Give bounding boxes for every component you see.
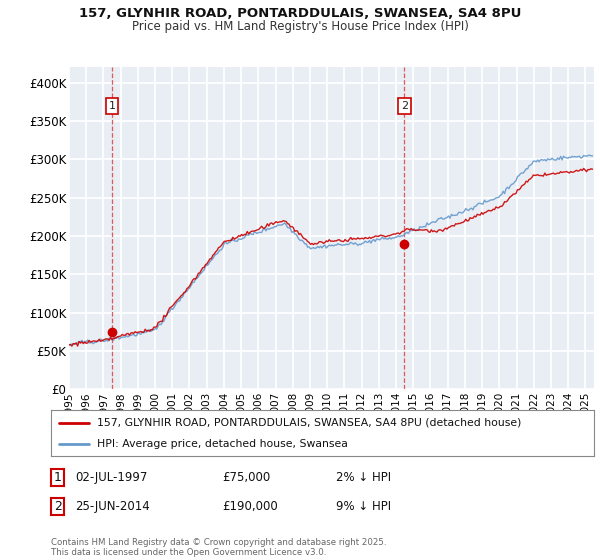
Text: HPI: Average price, detached house, Swansea: HPI: Average price, detached house, Swan… — [97, 439, 348, 449]
Text: 2% ↓ HPI: 2% ↓ HPI — [336, 470, 391, 484]
Text: Price paid vs. HM Land Registry's House Price Index (HPI): Price paid vs. HM Land Registry's House … — [131, 20, 469, 32]
Text: £190,000: £190,000 — [222, 500, 278, 514]
Text: 157, GLYNHIR ROAD, PONTARDDULAIS, SWANSEA, SA4 8PU: 157, GLYNHIR ROAD, PONTARDDULAIS, SWANSE… — [79, 7, 521, 20]
Text: 9% ↓ HPI: 9% ↓ HPI — [336, 500, 391, 514]
Text: 2: 2 — [401, 101, 408, 111]
Text: 1: 1 — [53, 470, 62, 484]
Text: Contains HM Land Registry data © Crown copyright and database right 2025.
This d: Contains HM Land Registry data © Crown c… — [51, 538, 386, 557]
Text: 157, GLYNHIR ROAD, PONTARDDULAIS, SWANSEA, SA4 8PU (detached house): 157, GLYNHIR ROAD, PONTARDDULAIS, SWANSE… — [97, 418, 521, 428]
Text: 2: 2 — [53, 500, 62, 514]
Text: 1: 1 — [109, 101, 116, 111]
Text: 02-JUL-1997: 02-JUL-1997 — [75, 470, 148, 484]
Text: 25-JUN-2014: 25-JUN-2014 — [75, 500, 150, 514]
Text: £75,000: £75,000 — [222, 470, 270, 484]
